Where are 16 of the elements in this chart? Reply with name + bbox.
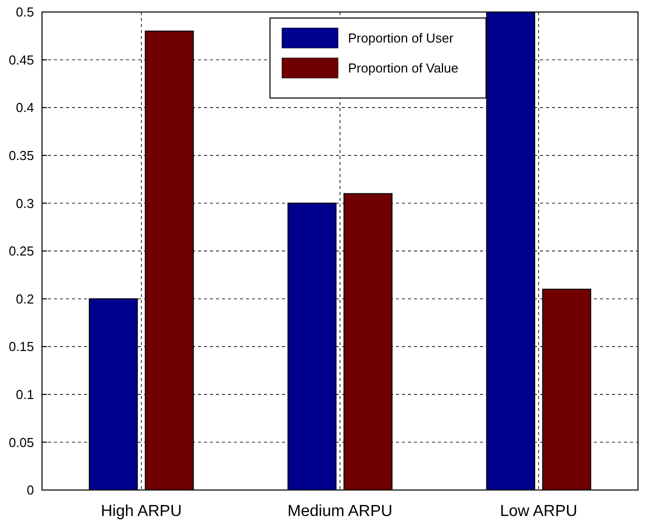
y-tick-label: 0.5 bbox=[16, 4, 34, 20]
x-tick-label: Medium ARPU bbox=[288, 503, 392, 520]
y-tick-label: 0 bbox=[26, 482, 34, 498]
y-tick-label: 0.2 bbox=[16, 291, 34, 306]
y-tick-label: 0.45 bbox=[8, 52, 34, 68]
legend-label: Proportion of User bbox=[348, 30, 454, 46]
y-tick-label: 0.35 bbox=[8, 148, 34, 163]
y-tick-label: 0.4 bbox=[16, 100, 34, 116]
y-tick-label: 0.1 bbox=[16, 386, 34, 402]
y-tick-label: 0.15 bbox=[8, 339, 34, 354]
x-tick-label: Low ARPU bbox=[500, 503, 578, 520]
y-tick-label: 0.3 bbox=[16, 196, 34, 211]
y-tick-label: 0.05 bbox=[8, 434, 34, 450]
y-tick-label: 0.25 bbox=[8, 244, 34, 259]
x-tick-label: High ARPU bbox=[100, 503, 182, 520]
legend-label: Proportion of Value bbox=[348, 60, 458, 76]
